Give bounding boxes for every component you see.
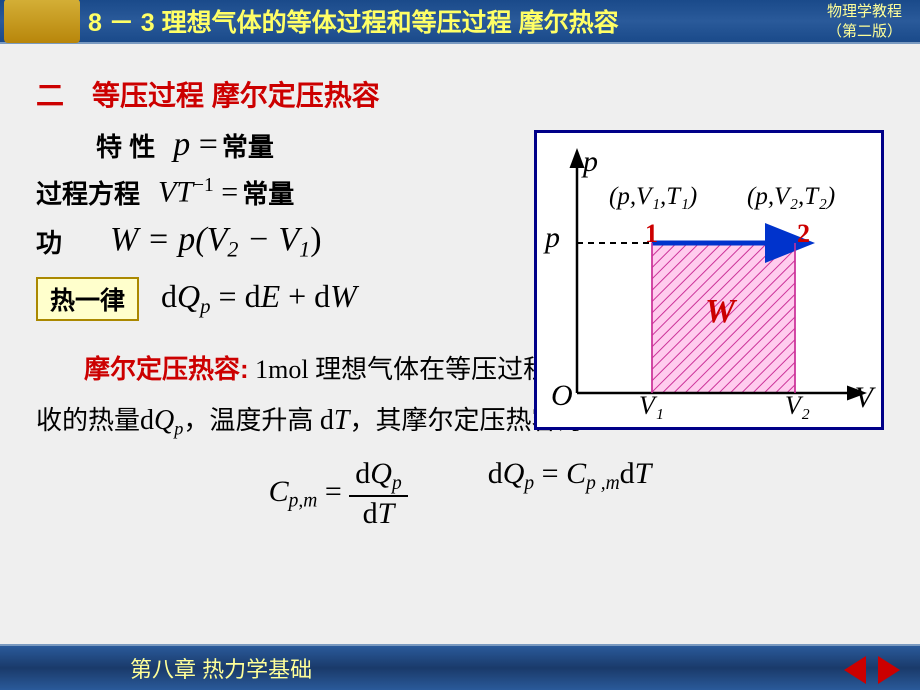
property-line: 特 性 p = 常量 [96, 126, 526, 164]
equation-row: Cp,m = dQpdT dQp = Cp ,mdT [36, 457, 884, 531]
process-math: VT−1 = [158, 175, 238, 210]
slide-footer: 第八章 热力学基础 [0, 644, 920, 690]
diagram-origin: O [551, 379, 573, 413]
diagram-v1: V₁ [639, 391, 664, 421]
diagram-v2: V₂ [785, 391, 810, 421]
process-label: 过程方程 [36, 174, 140, 211]
header-title: 8 － 3 理想气体的等体过程和等压过程 摩尔热容 [88, 3, 619, 39]
slide-content: 二 等压过程 摩尔定压热容 特 性 p = 常量 过程方程 VT−1 = 常量 … [0, 44, 920, 644]
eq-heat-capacity: Cp,m = dQpdT [269, 457, 408, 531]
diagram-state1: (p,V₁,T₁) [609, 183, 697, 211]
diagram-state2: (p,V₂,T₂) [747, 183, 835, 211]
diagram-x-label: V [855, 381, 873, 415]
work-line: 功 W = p(V2 − V1) [36, 221, 526, 263]
def-term: 摩尔定压热容: [84, 354, 249, 384]
slide-header: 8 － 3 理想气体的等体过程和等压过程 摩尔热容 物理学教程 （第二版） [0, 0, 920, 44]
diagram-y-label: p [583, 145, 598, 179]
def-text-3: ，温度升高 [183, 406, 320, 435]
first-law-box: 热一律 [36, 277, 139, 321]
def-text-2: 收的热量 [36, 406, 140, 435]
nav-arrows [844, 656, 900, 684]
diagram-p-marker: p [545, 221, 560, 255]
equations-column: 特 性 p = 常量 过程方程 VT−1 = 常量 功 W = p(V2 − V… [36, 126, 526, 321]
diagram-work-label: W [705, 293, 735, 331]
prev-arrow-icon[interactable] [844, 656, 866, 684]
diagram-point-1: 1 [645, 219, 658, 249]
section-title: 二 等压过程 摩尔定压热容 [36, 74, 884, 114]
diagram-point-2: 2 [797, 219, 810, 249]
first-law-line: 热一律 dQp = dE + dW [36, 277, 526, 321]
property-const: 常量 [222, 127, 274, 164]
first-law-math: dQp = dE + dW [161, 278, 357, 319]
next-arrow-icon[interactable] [878, 656, 900, 684]
property-math: p = [173, 126, 218, 164]
footer-title: 第八章 热力学基础 [130, 652, 312, 684]
header-subtitle: 物理学教程 （第二版） [827, 2, 902, 41]
pv-diagram: p V O p (p,V₁,T₁) (p,V₂,T₂) 1 2 W V₁ V₂ [534, 130, 884, 430]
logo-icon [4, 0, 80, 43]
process-const: 常量 [242, 174, 294, 211]
work-label: 功 [36, 223, 62, 260]
eq-dq: dQp = Cp ,mdT [488, 457, 652, 531]
property-label: 特 性 [96, 127, 155, 164]
header-sub-line1: 物理学教程 [827, 2, 902, 22]
header-sub-line2: （第二版） [827, 22, 902, 42]
process-eq-line: 过程方程 VT−1 = 常量 [36, 174, 526, 211]
work-math: W = p(V2 − V1) [110, 221, 322, 263]
